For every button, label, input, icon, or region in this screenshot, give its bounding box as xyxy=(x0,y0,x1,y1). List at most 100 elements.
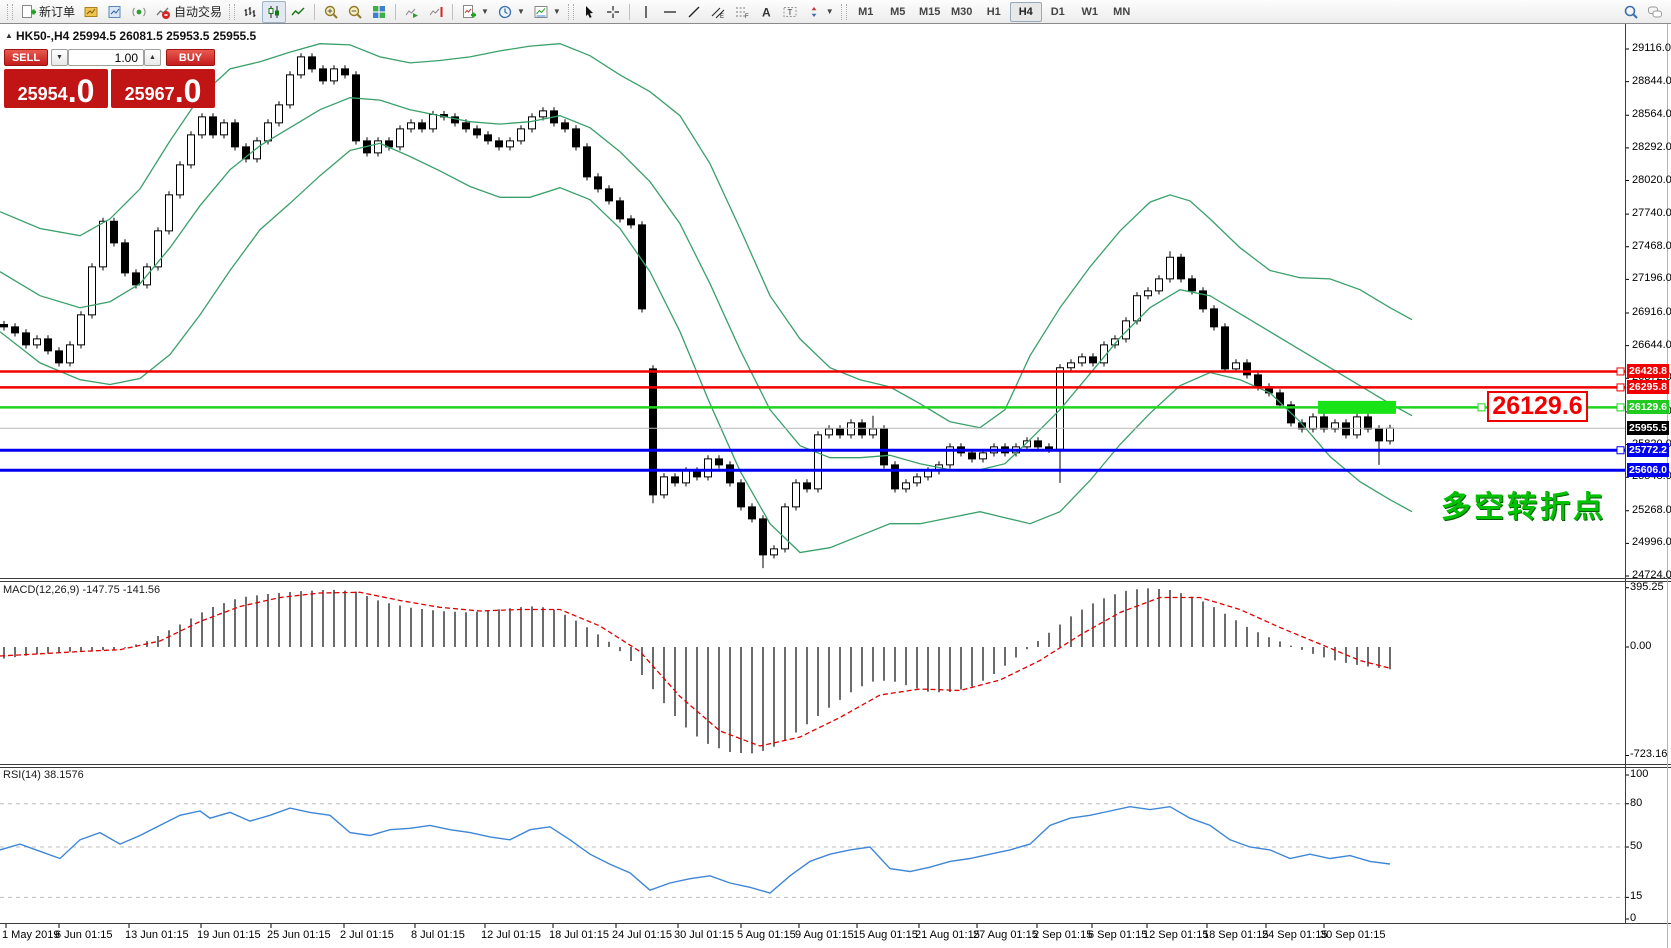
auto-scroll-icon xyxy=(404,4,420,20)
chart-shift-button[interactable] xyxy=(424,1,448,23)
toolbar-grip[interactable] xyxy=(7,3,13,20)
line-chart-icon xyxy=(290,4,306,20)
toolbar-grip[interactable] xyxy=(567,3,574,20)
time-tick-label: 18 Jul 01:15 xyxy=(549,929,609,941)
templates-button[interactable]: ▼ xyxy=(529,1,565,23)
text-button[interactable]: A xyxy=(754,1,778,23)
text-label-button[interactable]: T xyxy=(778,1,802,23)
timeframe-m1-button[interactable]: M1 xyxy=(858,5,874,18)
time-tick-label: 6 Jun 01:15 xyxy=(55,929,113,941)
macd-tick-label: 0.00 xyxy=(1630,640,1652,652)
fibonacci-button[interactable]: F xyxy=(730,1,754,23)
crosshair-button[interactable] xyxy=(601,1,625,23)
auto-scroll-button[interactable] xyxy=(400,1,424,23)
buy-price-button[interactable]: 25967.0 xyxy=(111,69,215,108)
price-tick-label: 28020.0 xyxy=(1632,173,1671,186)
band-lower xyxy=(0,142,1413,554)
line-handle[interactable] xyxy=(1477,403,1486,412)
time-axis-border xyxy=(0,923,1671,924)
timeframe-m15-button[interactable]: M15 xyxy=(919,5,941,18)
zoom-out-icon xyxy=(347,4,363,20)
timeframe-w1-button[interactable]: W1 xyxy=(1081,5,1098,18)
chat-icon xyxy=(1647,4,1663,20)
toolbar-grip[interactable] xyxy=(840,3,847,20)
new-order-icon xyxy=(20,4,36,20)
timeframe-h4-button[interactable]: H4 xyxy=(1009,1,1042,22)
arrows-button[interactable]: ▼ xyxy=(802,1,838,23)
sell-button[interactable]: SELL xyxy=(4,49,48,66)
vertical-line-button[interactable] xyxy=(634,1,658,23)
dropdown-arrow-icon[interactable]: ▼ xyxy=(552,7,561,16)
new-chart-button[interactable] xyxy=(79,1,103,23)
horizontal-line-button[interactable] xyxy=(658,1,682,23)
crosshair-icon xyxy=(605,4,621,20)
pane-divider xyxy=(0,581,1671,582)
search-icon xyxy=(1623,4,1639,20)
timeframe-h1-button[interactable]: H1 xyxy=(986,5,1001,18)
time-tick-label: 24 Jul 01:15 xyxy=(612,929,672,941)
line-chart-button[interactable] xyxy=(286,1,310,23)
rsi-tick-label: 80 xyxy=(1630,796,1643,809)
sell-price-main: 25954 xyxy=(17,84,68,104)
candlestick-icon xyxy=(266,4,282,20)
zoom-in-button[interactable] xyxy=(319,1,343,23)
sell-price-button[interactable]: 25954.0 xyxy=(4,69,108,108)
time-tick-label: 25 Jun 01:15 xyxy=(267,929,331,941)
line-handle[interactable] xyxy=(1616,403,1625,412)
indicators-button[interactable]: ▼ xyxy=(457,1,493,23)
market-watch-button[interactable] xyxy=(127,1,151,23)
price-callout-label[interactable]: 26129.6 xyxy=(1487,391,1588,422)
macd-histogram xyxy=(3,588,1391,754)
community-chat-button[interactable] xyxy=(1643,1,1667,23)
volume-up-button[interactable]: ▲ xyxy=(144,49,161,66)
line-handle[interactable] xyxy=(1616,383,1625,392)
pane-divider[interactable] xyxy=(0,764,1671,765)
band-upper xyxy=(0,43,1413,429)
trendline-icon xyxy=(686,4,702,20)
price-tick-label: 24996.0 xyxy=(1632,536,1671,549)
line-handle[interactable] xyxy=(1616,367,1625,376)
tile-windows-button[interactable] xyxy=(367,1,391,23)
timeframe-d1-button[interactable]: D1 xyxy=(1050,5,1065,18)
line-handle[interactable] xyxy=(1616,446,1625,455)
dropdown-arrow-icon[interactable]: ▼ xyxy=(481,7,489,16)
zoom-out-button[interactable] xyxy=(343,1,367,23)
volume-input[interactable] xyxy=(68,49,144,66)
time-tick-label: 13 Jun 01:15 xyxy=(125,929,189,941)
price-tick-label: 29116.0 xyxy=(1632,42,1671,54)
volume-down-button[interactable]: ▼ xyxy=(51,49,68,66)
axis-price-tag: 26129.6 xyxy=(1627,400,1669,415)
periods-button[interactable]: ▼ xyxy=(493,1,529,23)
equidistant-channel-button[interactable]: E xyxy=(706,1,730,23)
bar-chart-button[interactable] xyxy=(238,1,262,23)
new-order-button[interactable]: 新订单 xyxy=(16,1,79,23)
timeframe-m5-button[interactable]: M5 xyxy=(890,5,906,18)
time-tick-label: 15 Aug 01:15 xyxy=(853,929,918,941)
highlight-zone[interactable] xyxy=(1318,400,1396,414)
dropdown-arrow-icon[interactable]: ▼ xyxy=(825,7,834,16)
price-tick-label: 28844.0 xyxy=(1632,74,1671,87)
cursor-button[interactable] xyxy=(577,1,601,23)
time-tick-label: 2 Sep 01:15 xyxy=(1033,929,1093,941)
templates-icon xyxy=(533,4,549,20)
timeframe-m30-button[interactable]: M30 xyxy=(951,5,973,18)
buy-button[interactable]: BUY xyxy=(166,49,215,66)
timeframe-mn-button[interactable]: MN xyxy=(1113,5,1131,18)
axis-price-tag: 25772.2 xyxy=(1627,443,1669,458)
text-icon: A xyxy=(758,4,774,20)
trendline-button[interactable] xyxy=(682,1,706,23)
auto-trading-button[interactable]: 自动交易 xyxy=(151,1,226,23)
axis-price-tag: 25955.5 xyxy=(1627,421,1669,436)
new-order-button-label: 新订单 xyxy=(39,5,76,19)
toolbar-search-button[interactable] xyxy=(1619,1,1643,23)
svg-text:E: E xyxy=(720,14,724,20)
dropdown-arrow-icon[interactable]: ▼ xyxy=(516,7,525,16)
pane-divider[interactable] xyxy=(0,578,1671,579)
collapse-triangle-icon[interactable]: ▲ xyxy=(5,31,13,40)
profiles-button[interactable] xyxy=(103,1,127,23)
price-tick-label: 27468.0 xyxy=(1632,239,1671,252)
toolbar-grip[interactable] xyxy=(229,3,236,20)
candlestick-chart-button[interactable] xyxy=(262,0,287,23)
svg-text:A: A xyxy=(762,5,771,19)
